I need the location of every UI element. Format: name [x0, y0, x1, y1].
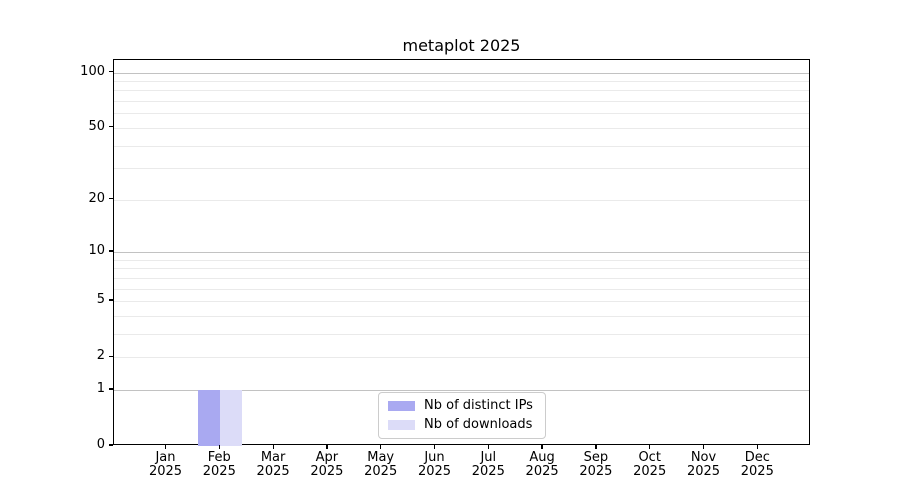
legend-item: Nb of downloads: [388, 417, 536, 433]
minor-gridline: [114, 127, 809, 129]
y-tick: [109, 126, 113, 128]
x-tick: [595, 445, 597, 449]
x-tick-month: Dec: [744, 450, 770, 465]
x-tick: [272, 445, 274, 449]
y-tick-label: 100: [80, 63, 105, 79]
plot-area: [113, 59, 810, 446]
legend-item-label: Nb of downloads: [424, 417, 533, 432]
x-tick-year: 2025: [686, 463, 721, 479]
y-tick: [109, 70, 113, 73]
minor-gridline: [114, 81, 809, 82]
minor-gridline: [114, 301, 809, 302]
y-tick: [109, 388, 113, 390]
y-tick-label: 50: [88, 118, 105, 134]
minor-gridline: [114, 259, 809, 261]
y-tick-label: 10: [88, 243, 105, 258]
x-tick: [218, 445, 220, 449]
major-gridline: [114, 72, 809, 74]
minor-gridline: [114, 90, 809, 92]
y-tick: [109, 250, 113, 252]
minor-gridline: [114, 357, 809, 359]
y-tick: [109, 355, 113, 357]
minor-gridline: [114, 277, 809, 279]
x-tick: [433, 445, 436, 449]
y-tick-label: 2: [96, 348, 105, 364]
minor-gridline: [114, 268, 809, 270]
legend: Nb of distinct IPs Nb of downloads: [378, 392, 546, 439]
minor-gridline: [114, 168, 809, 170]
x-tick-label: Jul 2025: [453, 451, 523, 478]
x-tick-month: Oct: [638, 450, 661, 465]
x-tick-label: Feb 2025: [184, 451, 254, 478]
x-tick-month: Feb: [207, 450, 231, 465]
x-tick-label: Dec 2025: [722, 451, 792, 478]
x-tick-year: 2025: [256, 463, 290, 479]
x-tick-year: 2025: [579, 463, 613, 479]
x-tick-month: Jun: [424, 450, 445, 465]
minor-gridline: [114, 101, 809, 103]
y-tick-label: 5: [96, 292, 105, 307]
x-tick-year: 2025: [471, 463, 505, 479]
y-tick: [109, 299, 113, 301]
bar-nb-of-downloads: [220, 389, 243, 446]
legend-swatch: [388, 420, 415, 430]
x-tick: [702, 445, 705, 449]
minor-gridline: [114, 315, 809, 317]
x-tick: [756, 445, 758, 449]
x-tick-month: Jul: [480, 450, 497, 465]
x-tick: [649, 445, 651, 449]
minor-gridline: [114, 113, 809, 115]
x-tick-month: Sep: [583, 450, 609, 465]
x-tick-label: Oct 2025: [615, 451, 685, 478]
x-tick-label: Jan 2025: [131, 451, 201, 478]
y-tick-label: 0: [96, 437, 105, 452]
y-tick-label: 1: [96, 380, 105, 396]
x-tick-label: Nov 2025: [669, 451, 739, 478]
major-gridline: [114, 389, 809, 391]
x-tick-year: 2025: [364, 463, 398, 479]
minor-gridline: [114, 333, 809, 335]
x-tick: [541, 445, 543, 449]
x-tick: [326, 445, 328, 449]
y-tick-label: 20: [88, 190, 105, 206]
x-tick-label: Mar 2025: [238, 451, 308, 478]
minor-gridline: [114, 199, 809, 201]
x-tick-label: Jun 2025: [400, 451, 470, 478]
y-tick: [109, 198, 113, 200]
legend-swatch: [388, 401, 415, 411]
x-tick: [164, 445, 167, 449]
x-tick-month: May: [367, 450, 395, 465]
x-tick-label: May 2025: [346, 451, 416, 478]
minor-gridline: [114, 145, 809, 147]
x-tick-label: Aug 2025: [507, 451, 577, 478]
x-tick-month: Jan: [155, 450, 176, 465]
x-tick-year: 2025: [202, 463, 236, 479]
x-tick-year: 2025: [633, 463, 667, 479]
x-tick-year: 2025: [417, 463, 452, 479]
x-tick-label: Apr 2025: [292, 451, 362, 478]
x-tick-month: Nov: [690, 450, 717, 465]
legend-item-label: Nb of distinct IPs: [424, 398, 533, 413]
bar-nb-of-distinct-ips: [198, 389, 221, 446]
x-tick-year: 2025: [310, 463, 344, 479]
chart-title: metaplot 2025: [402, 36, 521, 55]
x-tick-month: Aug: [529, 450, 555, 465]
x-tick-month: Mar: [260, 450, 286, 465]
x-tick-year: 2025: [148, 463, 183, 479]
major-gridline: [114, 252, 809, 253]
x-tick: [487, 445, 489, 449]
minor-gridline: [114, 288, 809, 290]
legend-item: Nb of distinct IPs: [388, 398, 536, 414]
x-tick-year: 2025: [525, 463, 559, 479]
x-tick-label: Sep 2025: [561, 451, 631, 478]
x-tick-month: Apr: [315, 450, 339, 465]
x-tick-year: 2025: [740, 463, 774, 479]
x-tick: [380, 445, 382, 449]
y-tick: [109, 444, 113, 446]
